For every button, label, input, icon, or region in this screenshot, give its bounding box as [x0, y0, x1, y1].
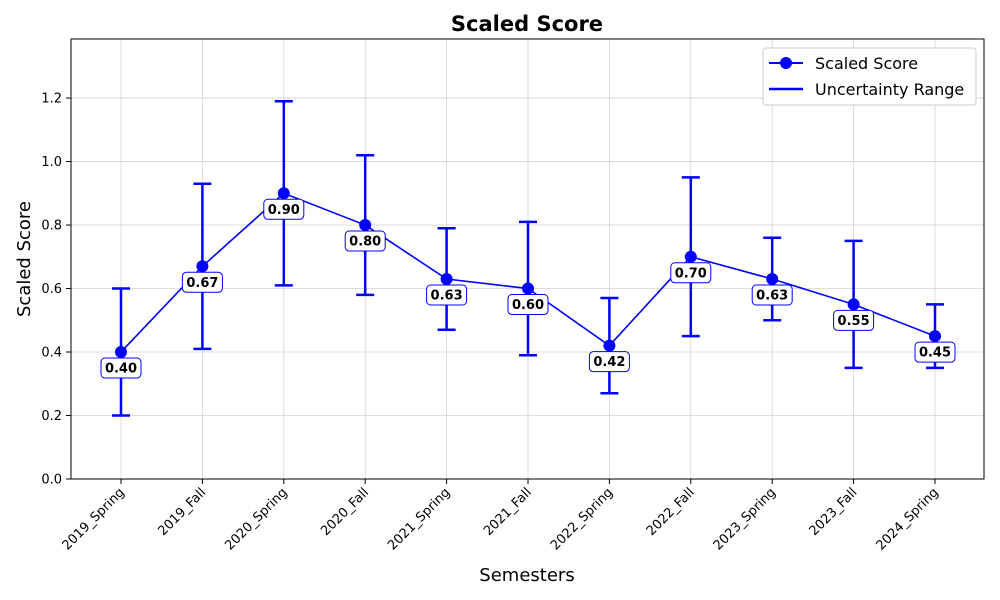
data-point-2 [277, 187, 290, 200]
data-label-text-6: 0.42 [593, 355, 625, 370]
data-label-box-4 [426, 284, 468, 306]
legend: Scaled Score Uncertainty Range [762, 47, 977, 106]
data-point-10 [929, 330, 941, 343]
legend-entry-scaled-score: Scaled Score [815, 54, 918, 73]
data-label-text-3: 0.80 [349, 235, 381, 250]
data-label-text-10: 0.45 [919, 346, 951, 361]
legend-swatch-scaled-score-marker [780, 57, 792, 69]
data-label-text-7: 0.70 [675, 266, 707, 281]
data-label-text-1: 0.67 [186, 276, 218, 291]
y-tick-label-5: 1.0 [41, 155, 62, 170]
data-label-text-2: 0.90 [268, 203, 300, 218]
legend-entry-uncertainty-range: Uncertainty Range [815, 80, 964, 99]
x-tick-label-1: 2019_Fall [155, 485, 209, 539]
data-label-box-9 [833, 309, 875, 331]
data-label-box-7 [670, 262, 712, 284]
y-tick-label-3: 0.6 [41, 282, 62, 297]
data-label-3: 0.80 [344, 230, 386, 252]
x-tick-label-0: 2019_Spring [60, 485, 128, 553]
data-label-text-4: 0.63 [431, 289, 463, 304]
x-tick-label-6: 2022_Spring [548, 485, 616, 553]
data-label-0: 0.40 [100, 357, 142, 379]
data-point-0 [115, 346, 127, 359]
data-points [115, 187, 941, 359]
data-label-box-6 [588, 351, 630, 373]
data-point-9 [847, 298, 860, 311]
x-tick-label-5: 2021_Fall [481, 485, 535, 539]
x-tick-label-7: 2022_Fall [644, 485, 698, 539]
data-label-4: 0.63 [426, 284, 468, 306]
y-tick-label-2: 0.4 [41, 346, 62, 361]
y-tick-label-0: 0.0 [41, 473, 62, 488]
x-tick-label-9: 2023_Fall [807, 485, 861, 539]
data-point-8 [766, 273, 779, 285]
data-label-7: 0.70 [670, 262, 712, 284]
data-label-10: 0.45 [914, 341, 956, 363]
y-axis-label: Scaled Score [14, 201, 35, 317]
data-label-box-5 [507, 294, 549, 316]
data-point-4 [440, 273, 453, 285]
data-label-1: 0.67 [181, 271, 223, 293]
data-label-8: 0.63 [751, 284, 793, 306]
chart-title: Scaled Score [451, 12, 603, 36]
x-axis-label: Semesters [479, 565, 574, 586]
x-tick-label-4: 2021_Spring [385, 485, 453, 553]
data-label-text-0: 0.40 [105, 362, 137, 377]
x-tick-label-10: 2024_Spring [874, 485, 942, 553]
data-label-box-1 [181, 271, 223, 293]
y-axis: 0.0 0.2 0.4 0.6 0.8 1.0 1.2 [41, 92, 71, 488]
y-tick-label-4: 0.8 [41, 219, 62, 234]
data-point-3 [359, 219, 372, 232]
data-label-6: 0.42 [588, 351, 630, 373]
data-label-box-3 [344, 230, 386, 252]
x-tick-label-2: 2020_Spring [222, 485, 290, 553]
y-tick-label-6: 1.2 [41, 92, 62, 107]
data-label-box-8 [751, 284, 793, 306]
data-point-6 [603, 339, 616, 352]
data-label-text-9: 0.55 [838, 314, 870, 329]
data-point-1 [196, 260, 209, 273]
data-label-box-10 [914, 341, 956, 363]
legend-box [762, 47, 977, 106]
data-label-2: 0.90 [263, 198, 305, 220]
y-tick-label-1: 0.2 [41, 409, 62, 424]
data-point-7 [684, 250, 697, 263]
x-tick-label-3: 2020_Fall [318, 485, 372, 539]
x-tick-label-8: 2023_Spring [711, 485, 779, 553]
data-label-text-5: 0.60 [512, 298, 544, 313]
data-point-5 [522, 282, 534, 295]
data-label-5: 0.60 [507, 294, 549, 316]
data-labels: 0.40 0.67 0.90 0.80 0.63 0.60 0.42 0.70 0.63 0.55… [100, 198, 956, 379]
data-label-box-2 [263, 198, 305, 220]
data-label-9: 0.55 [833, 309, 875, 331]
x-axis: 2019_Spring 2019_Fall 2020_Spring 2020_Fall… [60, 479, 942, 553]
data-label-box-0 [100, 357, 142, 379]
data-label-text-8: 0.63 [756, 289, 788, 304]
